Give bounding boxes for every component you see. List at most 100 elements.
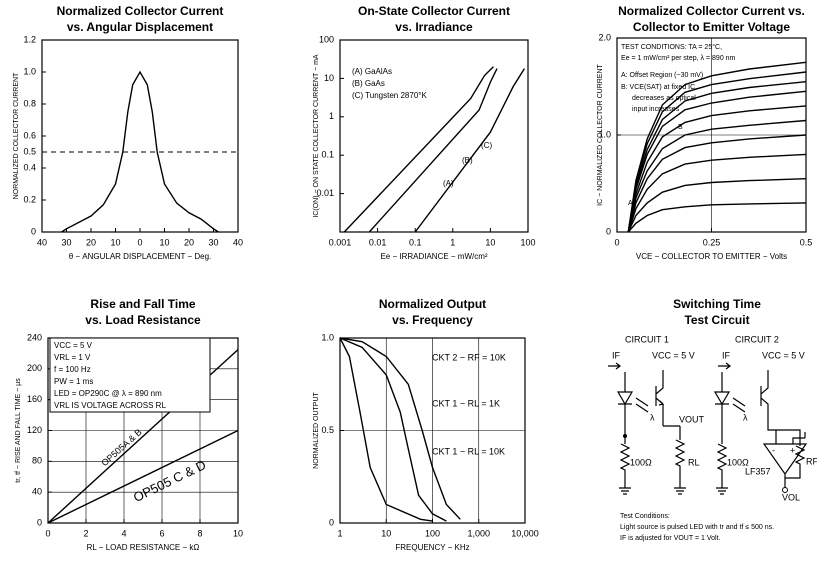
circuit-label: CIRCUIT 1 — [625, 334, 669, 344]
x-axis-label: FREQUENCY − KHz — [395, 543, 469, 552]
y-tick-label: 1.2 — [23, 34, 36, 44]
x-tick-label: 4 — [121, 528, 126, 538]
led-branch — [616, 372, 634, 495]
chart-title: Normalized Collector Current — [57, 4, 224, 18]
series-line — [627, 61, 807, 233]
chart: Normalized Collector Current vs. Angular … — [13, 4, 243, 261]
y-tick-label: 120 — [27, 425, 42, 435]
x-tick-label: 1 — [450, 237, 455, 247]
x-axis-label: θ − ANGULAR DISPLACEMENT − Deg. — [69, 252, 212, 261]
chart-title: vs. Angular Displacement — [67, 20, 213, 34]
x-tick-label: 0 — [614, 237, 619, 247]
annotation: decreases as optical — [632, 95, 696, 102]
label: RL — [688, 457, 700, 467]
y-tick-label: 0.4 — [23, 162, 36, 172]
legend-entry: (A) GaAlAs — [352, 67, 392, 76]
note: IF is adjusted for VOUT = 1 Volt. — [620, 535, 720, 542]
series-line — [627, 178, 807, 233]
chart-title: vs. Load Resistance — [85, 313, 201, 327]
x-tick-label: 20 — [86, 237, 96, 247]
y-tick-label: 80 — [32, 456, 42, 466]
chart: On-State Collector Current vs. Irradiance… — [313, 4, 536, 261]
series-line — [627, 81, 807, 233]
light — [635, 397, 649, 413]
label: λ — [743, 412, 748, 422]
y-tick-label: 160 — [27, 394, 42, 404]
y-tick-label: 200 — [27, 363, 42, 373]
circuit-title: Test Circuit — [684, 313, 749, 327]
y-tick-label: 100 — [319, 34, 334, 44]
annotation: input increases — [632, 106, 680, 113]
light — [732, 397, 746, 413]
series-label: CKT 1 − RL = 10K — [432, 446, 505, 456]
note-box — [49, 337, 211, 413]
series-line — [627, 71, 807, 233]
y-axis-label: IC(ON) − ON STATE COLLECTOR CURRENT − mA — [313, 54, 320, 218]
label: VCC = 5 V — [652, 350, 695, 360]
y-tick-label: 0.6 — [23, 130, 36, 140]
series-line — [368, 68, 498, 233]
x-tick-label: 0.5 — [800, 237, 813, 247]
annotation: f = 100 Hz — [54, 365, 91, 374]
label: VCC = 5 V — [762, 350, 805, 360]
x-tick-label: 0.001 — [329, 237, 352, 247]
node — [782, 487, 788, 493]
chart-title: Collector to Emitter Voltage — [633, 20, 790, 34]
annotation: (B) — [462, 156, 473, 165]
annotation: VRL IS VOLTAGE ACROSS RL — [54, 401, 166, 410]
y-tick-label: 0.1 — [321, 150, 334, 160]
x-axis-label: Ee − IRRADIANCE − mW/cm² — [380, 252, 487, 261]
x-tick-label: 10 — [159, 237, 169, 247]
x-tick-label: 8 — [197, 528, 202, 538]
x-tick-label: 100 — [520, 237, 535, 247]
chart-title: vs. Frequency — [392, 313, 473, 327]
x-tick-label: 2 — [83, 528, 88, 538]
y-axis-label: tr, tf − RISE AND FALL TIME − μs — [15, 378, 22, 483]
x-tick-label: 10 — [233, 528, 243, 538]
x-tick-label: 30 — [61, 237, 71, 247]
chart-title: Normalized Collector Current vs. — [618, 4, 805, 18]
circuit-title: Switching Time — [673, 297, 761, 311]
chart-title: On-State Collector Current — [358, 4, 510, 18]
legend-entry: (B) GaAs — [352, 79, 385, 88]
y-tick-label: 10 — [324, 73, 334, 83]
y-tick-label: 0.8 — [23, 98, 36, 108]
series-line — [47, 429, 239, 524]
chart-title: vs. Irradiance — [395, 20, 473, 34]
series-line — [339, 337, 433, 522]
series-line — [627, 90, 807, 233]
x-tick-label: 1 — [337, 528, 342, 538]
x-tick-label: 20 — [184, 237, 194, 247]
y-tick-label: 0.01 — [316, 188, 334, 198]
annotation: TEST CONDITIONS: TA = 25°C, — [621, 43, 722, 51]
series-line — [61, 70, 219, 233]
x-tick-label: 0.1 — [409, 237, 422, 247]
label: RF — [806, 456, 817, 466]
annotation: (C) — [481, 141, 492, 150]
led-branch — [713, 372, 731, 495]
label: LF357 — [745, 466, 771, 476]
chart: Normalized Collector Current vs. Collecto… — [597, 4, 812, 261]
label: λ — [650, 412, 655, 422]
x-tick-label: 0.25 — [703, 237, 721, 247]
series-label: CKT 1 − RL = 1K — [432, 398, 500, 408]
annotation: A — [628, 200, 633, 207]
legend-entry: (C) Tungsten 2870°K — [352, 91, 427, 100]
label: VOUT — [679, 414, 705, 424]
y-tick-label: 0 — [606, 226, 611, 236]
circuit-label: CIRCUIT 2 — [735, 334, 779, 344]
chart-title: Rise and Fall Time — [90, 297, 195, 311]
x-tick-label: 10 — [485, 237, 495, 247]
y-tick-label: 40 — [32, 487, 42, 497]
annotation: VRL = 1 V — [54, 353, 91, 362]
chart-title: Normalized Output — [379, 297, 486, 311]
note: Light source is pulsed LED with tr and t… — [620, 524, 774, 531]
transistor — [655, 370, 686, 495]
label: 100Ω — [630, 457, 652, 467]
label: + — [790, 445, 795, 455]
x-tick-label: 40 — [37, 237, 47, 247]
x-tick-label: 30 — [208, 237, 218, 247]
chart: Normalized Output vs. Frequency 1 10 100 1,00… — [313, 297, 539, 552]
series-line — [627, 105, 807, 233]
y-tick-label: 2.0 — [598, 32, 611, 42]
